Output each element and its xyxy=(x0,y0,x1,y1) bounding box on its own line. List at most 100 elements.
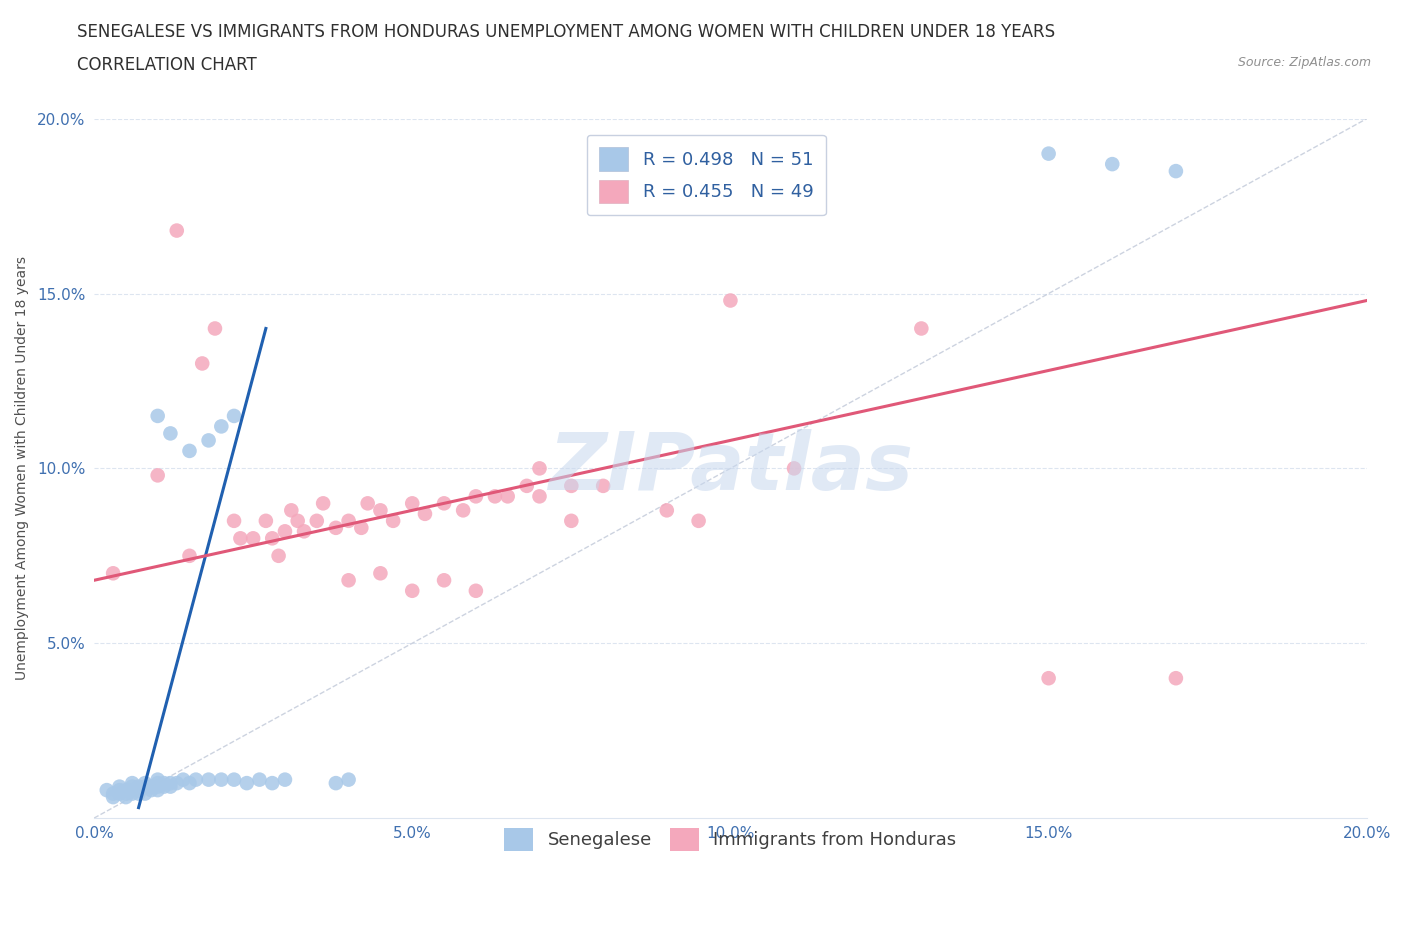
Point xyxy=(267,549,290,564)
Point xyxy=(159,776,181,790)
Point xyxy=(121,783,143,798)
Point xyxy=(242,531,264,546)
Point xyxy=(222,772,245,787)
Point xyxy=(108,783,131,798)
Point xyxy=(325,521,347,536)
Point xyxy=(655,503,678,518)
Point xyxy=(496,489,519,504)
Point xyxy=(370,503,392,518)
Point xyxy=(134,779,156,794)
Point xyxy=(484,489,506,504)
Point xyxy=(179,549,201,564)
Point xyxy=(312,496,335,511)
Point xyxy=(413,507,436,522)
Point xyxy=(720,293,742,308)
Point xyxy=(222,513,245,528)
Point xyxy=(287,513,309,528)
Point xyxy=(516,478,538,493)
Point xyxy=(146,468,169,483)
Point xyxy=(101,565,124,580)
Point xyxy=(1164,671,1187,685)
Point xyxy=(141,783,163,798)
Text: SENEGALESE VS IMMIGRANTS FROM HONDURAS UNEMPLOYMENT AMONG WOMEN WITH CHILDREN UN: SENEGALESE VS IMMIGRANTS FROM HONDURAS U… xyxy=(77,23,1056,41)
Point xyxy=(529,489,551,504)
Point xyxy=(209,419,232,434)
Point xyxy=(560,478,582,493)
Point xyxy=(337,573,360,588)
Point xyxy=(146,408,169,423)
Point xyxy=(529,461,551,476)
Legend: Senegalese, Immigrants from Honduras: Senegalese, Immigrants from Honduras xyxy=(498,820,963,858)
Point xyxy=(197,433,219,448)
Text: ZIPatlas: ZIPatlas xyxy=(548,430,912,508)
Point xyxy=(236,776,259,790)
Point xyxy=(1038,671,1060,685)
Point xyxy=(337,772,360,787)
Point xyxy=(401,583,423,598)
Point xyxy=(172,772,194,787)
Point xyxy=(325,776,347,790)
Point xyxy=(166,776,188,790)
Point xyxy=(337,513,360,528)
Point xyxy=(191,356,214,371)
Point xyxy=(204,321,226,336)
Point xyxy=(433,496,456,511)
Text: CORRELATION CHART: CORRELATION CHART xyxy=(77,56,257,73)
Point xyxy=(128,786,150,801)
Point xyxy=(128,779,150,794)
Point xyxy=(688,513,710,528)
Point xyxy=(1164,164,1187,179)
Point xyxy=(560,513,582,528)
Point xyxy=(179,444,201,458)
Point xyxy=(464,489,486,504)
Point xyxy=(274,524,297,538)
Point xyxy=(197,772,219,787)
Point xyxy=(184,772,207,787)
Point xyxy=(433,573,456,588)
Point xyxy=(249,772,271,787)
Point xyxy=(910,321,932,336)
Point xyxy=(146,776,169,790)
Point xyxy=(1038,146,1060,161)
Point xyxy=(254,513,277,528)
Point xyxy=(451,503,474,518)
Point xyxy=(121,776,143,790)
Point xyxy=(115,790,138,804)
Point xyxy=(96,783,118,798)
Point xyxy=(146,779,169,794)
Point xyxy=(159,779,181,794)
Point xyxy=(115,783,138,798)
Point xyxy=(108,786,131,801)
Point xyxy=(305,513,328,528)
Point xyxy=(108,779,131,794)
Point xyxy=(262,531,284,546)
Point xyxy=(166,223,188,238)
Point xyxy=(141,779,163,794)
Point xyxy=(146,772,169,787)
Point xyxy=(229,531,252,546)
Point xyxy=(179,776,201,790)
Point xyxy=(280,503,302,518)
Point xyxy=(134,786,156,801)
Point xyxy=(382,513,405,528)
Point xyxy=(121,786,143,801)
Point xyxy=(128,783,150,798)
Point xyxy=(1101,156,1123,171)
Point xyxy=(159,426,181,441)
Point xyxy=(401,496,423,511)
Point xyxy=(146,783,169,798)
Point xyxy=(274,772,297,787)
Point xyxy=(101,786,124,801)
Point xyxy=(153,776,176,790)
Point xyxy=(592,478,614,493)
Point xyxy=(209,772,232,787)
Point xyxy=(115,786,138,801)
Point xyxy=(121,779,143,794)
Point xyxy=(222,408,245,423)
Point xyxy=(101,790,124,804)
Y-axis label: Unemployment Among Women with Children Under 18 years: Unemployment Among Women with Children U… xyxy=(15,257,30,681)
Point xyxy=(357,496,380,511)
Point xyxy=(134,776,156,790)
Point xyxy=(464,583,486,598)
Point xyxy=(262,776,284,790)
